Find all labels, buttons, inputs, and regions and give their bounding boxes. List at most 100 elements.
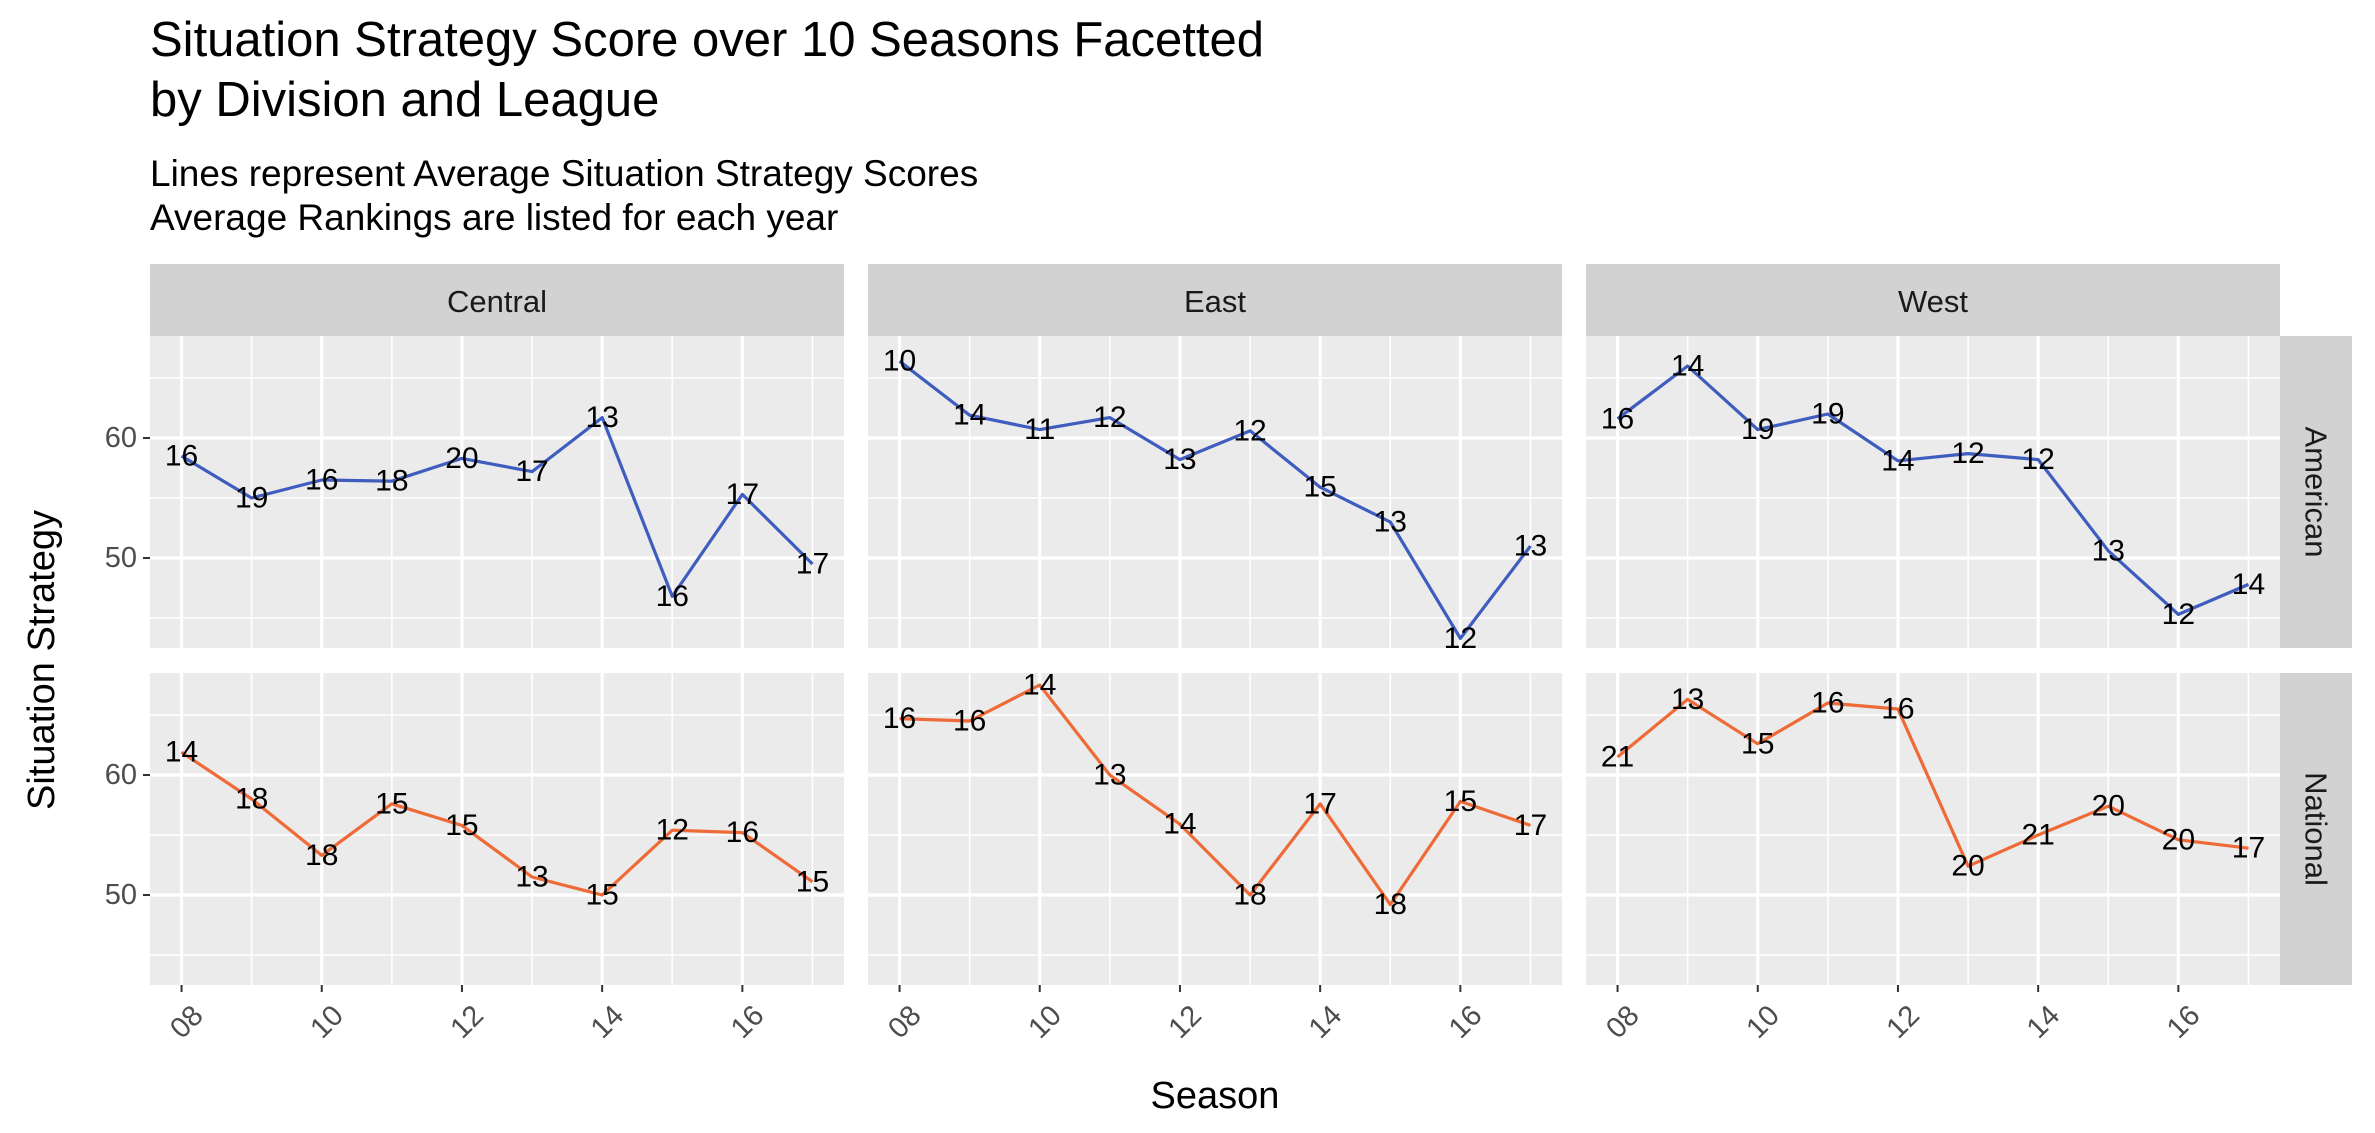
data-label: 17 — [515, 455, 548, 488]
series-line-national — [1616, 697, 2249, 868]
data-label: 19 — [1811, 398, 1844, 431]
data-label: 17 — [796, 548, 829, 581]
series-line-american — [1616, 364, 2250, 617]
data-label: 18 — [305, 839, 338, 872]
data-label: 13 — [2092, 534, 2125, 567]
series-line-national — [180, 750, 814, 897]
x-tick-label: 08 — [164, 999, 209, 1044]
data-label: 17 — [726, 478, 759, 511]
data-label: 17 — [1514, 809, 1547, 842]
data-label: 13 — [1374, 506, 1407, 539]
panel-background — [150, 336, 844, 648]
data-label: 14 — [165, 736, 198, 769]
data-label: 16 — [953, 705, 986, 738]
data-label: 20 — [2162, 823, 2195, 856]
data-label: 15 — [585, 879, 618, 912]
data-label: 14 — [1163, 808, 1196, 841]
series-west-american: 16 14 19 19 14 12 12 13 12 14 — [1601, 350, 2265, 631]
data-label: 16 — [305, 464, 338, 497]
data-label: 16 — [1881, 693, 1914, 726]
facet-panels: Central East West American National 16 19 16 18 2… — [150, 264, 2352, 985]
facet-strip-east — [868, 264, 1562, 336]
chart-title: Situation Strategy Score over 10 Seasons… — [150, 13, 1264, 67]
x-tick-label: 10 — [1022, 999, 1067, 1044]
facet-strip-american — [2280, 336, 2352, 648]
y-tick-label: 60 — [105, 422, 137, 454]
data-label: 13 — [1671, 683, 1704, 716]
panel-background — [868, 673, 1562, 985]
data-label: 10 — [883, 345, 916, 378]
facet-strip-label-central: Central — [447, 284, 547, 319]
x-tick-label: 12 — [1163, 999, 1208, 1044]
data-label: 17 — [1303, 787, 1336, 820]
data-label: 12 — [656, 814, 689, 847]
panel-background — [1586, 673, 2280, 985]
data-label: 13 — [585, 401, 618, 434]
data-label: 14 — [1881, 444, 1914, 477]
chart-title-group: Situation Strategy Score over 10 Seasons… — [150, 13, 1264, 238]
data-label: 15 — [445, 809, 478, 842]
x-tick-label: 12 — [445, 999, 490, 1044]
panel-east-national — [868, 673, 1562, 985]
x-tick-label: 14 — [585, 999, 630, 1044]
series-line-american — [898, 359, 1532, 641]
x-tick-label: 08 — [1600, 999, 1645, 1044]
panel-background — [150, 673, 844, 985]
data-label: 20 — [1951, 850, 1984, 883]
data-label: 12 — [2021, 443, 2054, 476]
data-label: 14 — [2232, 568, 2265, 601]
data-label: 12 — [2162, 598, 2195, 631]
data-label: 11 — [1024, 413, 1055, 446]
chart-title-line-2: by Division and League — [150, 73, 659, 127]
facet-strip-label-national: National — [2299, 772, 2334, 886]
data-label: 14 — [1023, 669, 1056, 702]
x-tick-label: 16 — [1443, 999, 1488, 1044]
series-line-american — [180, 416, 814, 599]
data-label: 14 — [953, 399, 986, 432]
panel-background — [868, 336, 1562, 648]
x-tick-label: 12 — [1881, 999, 1926, 1044]
data-label: 21 — [1601, 741, 1634, 774]
facet-strip-west — [1586, 264, 2280, 336]
series-west-national: 21 13 15 16 16 20 21 20 20 17 — [1601, 683, 2265, 883]
x-tick-label: 10 — [1740, 999, 1785, 1044]
data-label: 15 — [1741, 727, 1774, 760]
data-label: 18 — [235, 783, 268, 816]
panel-east-american — [868, 336, 1562, 648]
data-label: 16 — [656, 580, 689, 613]
data-label: 18 — [1374, 888, 1407, 921]
data-label: 13 — [515, 861, 548, 894]
panel-west-national — [1586, 673, 2280, 985]
data-label: 16 — [1811, 687, 1844, 720]
data-label: 13 — [1093, 759, 1126, 792]
series-east-national: 16 16 14 13 14 18 17 18 15 17 — [883, 669, 1547, 922]
facet-strip-label-west: West — [1898, 284, 1968, 319]
x-tick-label: 16 — [725, 999, 770, 1044]
data-label: 16 — [165, 440, 198, 473]
data-label: 15 — [1303, 471, 1336, 504]
x-tick-label: 16 — [2161, 999, 2206, 1044]
data-label: 16 — [726, 816, 759, 849]
data-label: 12 — [1233, 414, 1266, 447]
panel-central-american — [150, 336, 844, 648]
panel-west-american — [1586, 336, 2280, 648]
data-label: 20 — [445, 442, 478, 475]
x-tick-label: 14 — [1303, 999, 1348, 1044]
chart-subtitle: Lines represent Average Situation Strate… — [150, 153, 978, 194]
data-label: 17 — [2232, 832, 2265, 865]
x-tick-label: 10 — [304, 999, 349, 1044]
data-label: 13 — [1163, 443, 1196, 476]
data-label: 18 — [1233, 879, 1266, 912]
series-central-national: 14 18 18 15 15 13 15 12 16 15 — [165, 736, 829, 912]
data-label: 16 — [883, 702, 916, 735]
y-axis-label: Situation Strategy — [21, 510, 63, 810]
facet-strip-label-east: East — [1184, 284, 1246, 319]
data-label: 19 — [1741, 413, 1774, 446]
data-label: 21 — [2021, 819, 2054, 852]
x-axis-label: Season — [1151, 1075, 1280, 1117]
data-label: 12 — [1444, 622, 1477, 655]
series-east-american: 10 14 11 12 13 12 15 13 12 13 — [883, 345, 1547, 655]
panel-central-national — [150, 673, 844, 985]
series-line-national — [899, 683, 1532, 907]
